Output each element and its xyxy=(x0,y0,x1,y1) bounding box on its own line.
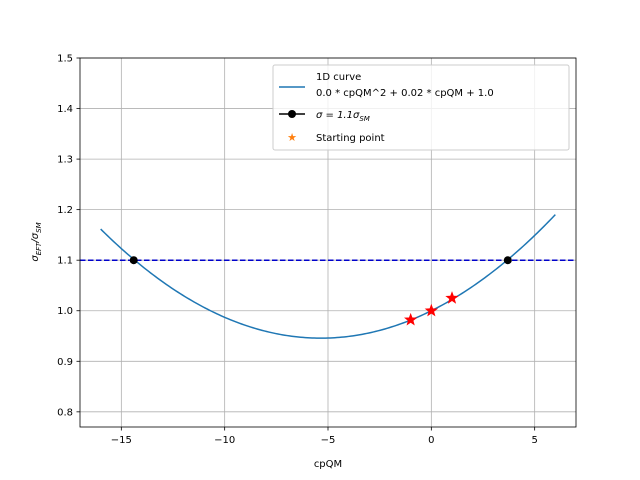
y-tick-label: 1.4 xyxy=(57,104,73,115)
starting-point-markers xyxy=(404,291,459,326)
curve-line xyxy=(100,214,556,339)
legend-threshold-marker xyxy=(288,110,296,118)
legend: 1D curve 0.0 * cpQM^2 + 0.02 * cpQM + 1.… xyxy=(272,64,570,151)
legend-box xyxy=(272,64,570,151)
x-tick-label: 0 xyxy=(428,435,434,446)
legend-starting-point-label: Starting point xyxy=(316,133,385,144)
starting-point-star xyxy=(404,312,418,326)
legend-curve-label-line1: 1D curve xyxy=(316,72,361,83)
legend-curve-label-line2: 0.0 * cpQM^2 + 0.02 * cpQM + 1.0 xyxy=(316,88,494,99)
x-axis-label: cpQM xyxy=(314,459,342,470)
starting-point-star xyxy=(424,303,438,317)
x-tick-label: −15 xyxy=(111,435,132,446)
x-ticks: −15 −10 −5 0 5 xyxy=(111,427,538,446)
threshold-markers xyxy=(129,256,512,265)
threshold-point xyxy=(503,256,512,265)
y-tick-label: 0.8 xyxy=(57,407,73,418)
legend-threshold-label: σ = 1.1σSM xyxy=(316,110,370,123)
x-tick-label: −5 xyxy=(321,435,336,446)
curve-group xyxy=(100,214,556,339)
y-axis-label: σEFT/σSM xyxy=(30,222,43,261)
y-tick-label: 1.2 xyxy=(57,205,73,216)
legend-starting-point-marker: ★ xyxy=(287,131,297,144)
y-tick-label: 1.3 xyxy=(57,155,73,166)
x-tick-label: 5 xyxy=(531,435,537,446)
y-tick-label: 1.5 xyxy=(57,54,73,65)
y-tick-label: 1.1 xyxy=(57,256,73,267)
threshold-point xyxy=(129,256,138,265)
y-tick-label: 1.0 xyxy=(57,306,73,317)
starting-point-star xyxy=(445,291,459,304)
y-ticks: 0.8 0.9 1.0 1.1 1.2 1.3 1.4 1.5 xyxy=(57,54,80,418)
y-tick-label: 0.9 xyxy=(57,357,73,368)
x-tick-label: −10 xyxy=(214,435,235,446)
